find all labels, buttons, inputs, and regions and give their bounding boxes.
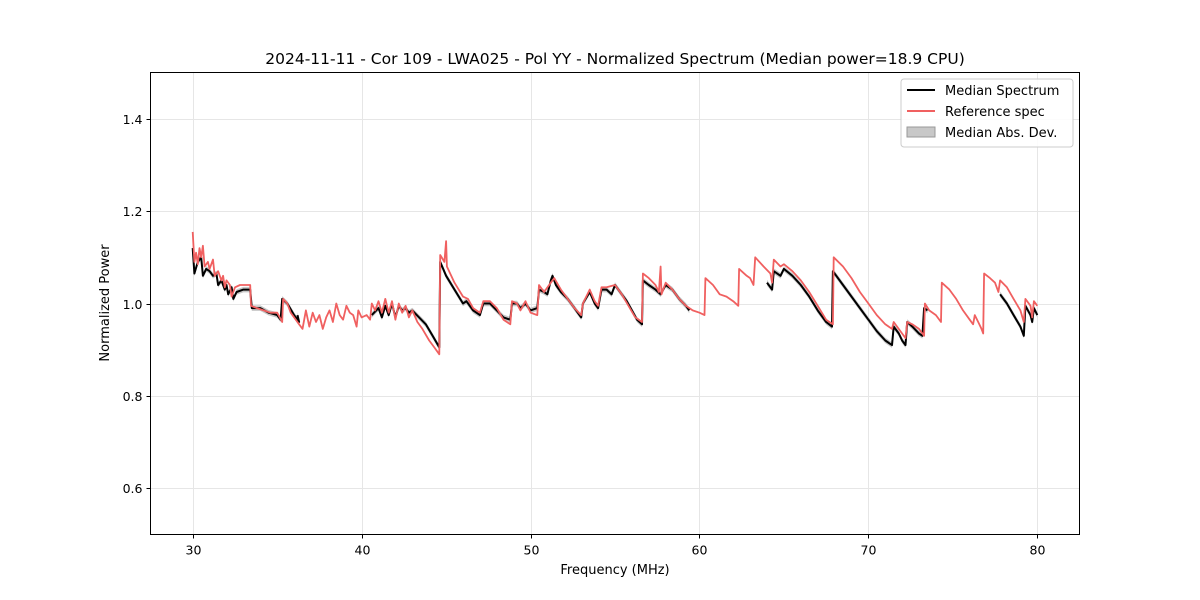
x-axis-label: Frequency (MHz) (560, 563, 669, 578)
legend: Median Spectrum Reference spec Median Ab… (900, 78, 1074, 148)
plot-frame (150, 72, 1080, 535)
legend-median-label: Median Spectrum (945, 84, 1059, 99)
chart-title: 2024-11-11 - Cor 109 - LWA025 - Pol YY -… (265, 50, 965, 68)
median-spectrum-line (191, 248, 301, 323)
x-axis-ticks: 30 40 50 60 70 80 (186, 534, 1046, 558)
legend-box (900, 78, 1074, 148)
x-tick-label: 40 (355, 543, 371, 558)
legend-reference-label: Reference spec (945, 105, 1045, 120)
legend-mad-label: Median Abs. Dev. (945, 126, 1057, 141)
mad-band (371, 259, 690, 351)
y-tick-label: 1.4 (123, 112, 143, 127)
x-tick-label: 60 (692, 543, 708, 558)
y-tick-label: 0.8 (123, 389, 143, 404)
y-tick-label: 1.2 (123, 204, 143, 219)
y-tick-label: 0.6 (123, 481, 143, 496)
x-tick-label: 30 (186, 543, 202, 558)
y-tick-label: 1.0 (123, 297, 143, 312)
y-axis-ticks: 0.6 0.8 1.0 1.2 1.4 (123, 112, 151, 496)
x-tick-label: 80 (1030, 543, 1046, 558)
x-tick-label: 70 (861, 543, 877, 558)
x-tick-label: 50 (524, 543, 540, 558)
reference-spectrum-line (191, 231, 1039, 356)
plot-series (191, 231, 1039, 356)
legend-mad-swatch (906, 126, 936, 138)
y-axis-label: Normalized Power (98, 244, 113, 362)
